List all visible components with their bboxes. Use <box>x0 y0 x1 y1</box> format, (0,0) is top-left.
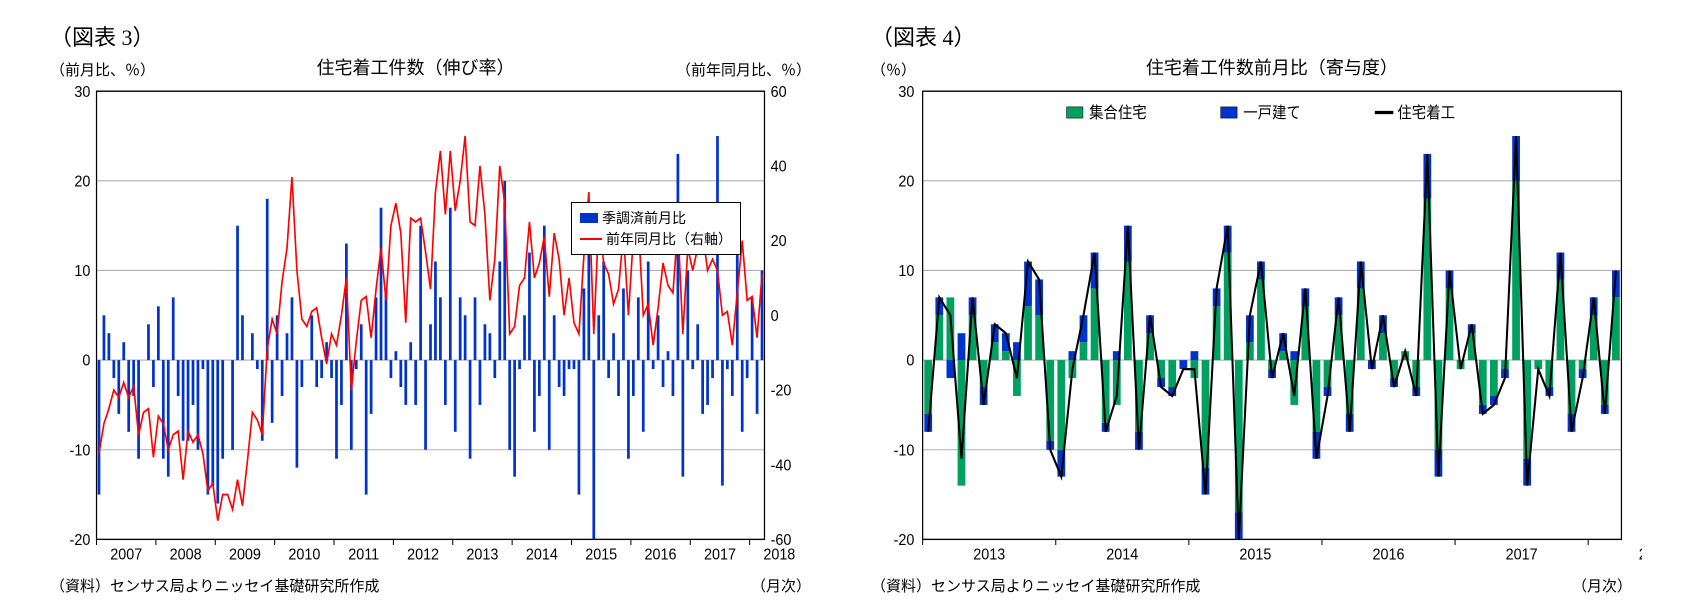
svg-text:30: 30 <box>74 83 90 101</box>
svg-text:40: 40 <box>771 158 787 176</box>
svg-text:集合住宅: 集合住宅 <box>1089 105 1147 123</box>
chart3-footer: （資料）センサス局よりニッセイ基礎研究所作成 （月次） <box>40 573 821 596</box>
svg-text:2014: 2014 <box>526 546 558 564</box>
svg-text:2018: 2018 <box>1639 546 1642 564</box>
chart3-svg: -20-100102030-60-40-20020406020072008200… <box>40 80 821 573</box>
svg-text:10: 10 <box>898 263 914 281</box>
svg-text:2010: 2010 <box>288 546 320 564</box>
svg-text:-10: -10 <box>894 442 915 460</box>
svg-text:-10: -10 <box>70 442 91 460</box>
svg-text:一戸建て: 一戸建て <box>1243 105 1301 123</box>
svg-text:20: 20 <box>898 173 914 191</box>
svg-text:-40: -40 <box>771 457 792 475</box>
svg-text:2007: 2007 <box>110 546 142 564</box>
chart3-source: （資料）センサス局よりニッセイ基礎研究所作成 <box>50 575 379 596</box>
chart4-unit-left: （％） <box>871 59 916 80</box>
chart4-plot-area: -20 -10 0 10 20 30 2013 2014 2015 2016 2017 2018 集合住… <box>861 80 1642 573</box>
svg-text:2012: 2012 <box>407 546 439 564</box>
chart4-title: 住宅着工件数前月比（寄与度） <box>916 54 1628 80</box>
svg-text:2016: 2016 <box>645 546 677 564</box>
svg-text:10: 10 <box>74 263 90 281</box>
chart4-xnote: （月次） <box>1572 575 1632 596</box>
svg-text:2015: 2015 <box>1239 546 1271 564</box>
svg-text:0: 0 <box>906 352 914 370</box>
svg-text:2008: 2008 <box>170 546 202 564</box>
svg-text:30: 30 <box>898 83 914 101</box>
svg-text:2018: 2018 <box>763 546 795 564</box>
svg-text:-20: -20 <box>894 531 915 549</box>
chart3-plot-area: -20-100102030-60-40-20020406020072008200… <box>40 80 821 573</box>
svg-text:2015: 2015 <box>585 546 617 564</box>
svg-text:-20: -20 <box>771 382 792 400</box>
chart4-panel: （図表 4） （％） 住宅着工件数前月比（寄与度） -20 -10 0 10 20 30 2… <box>861 20 1642 596</box>
chart3-header: （前月比、％） 住宅着工件数（伸び率） （前年同月比、％） <box>40 54 821 80</box>
svg-text:20: 20 <box>771 233 787 251</box>
chart3-unit-right: （前年同月比、％） <box>676 59 811 80</box>
svg-text:2017: 2017 <box>704 546 736 564</box>
chart4-header: （％） 住宅着工件数前月比（寄与度） <box>861 54 1642 80</box>
svg-text:2013: 2013 <box>466 546 498 564</box>
svg-text:0: 0 <box>82 352 90 370</box>
chart3-legend: 季調済前月比前年同月比（右軸） <box>571 202 741 255</box>
chart4-source: （資料）センサス局よりニッセイ基礎研究所作成 <box>871 575 1200 596</box>
svg-text:60: 60 <box>771 83 787 101</box>
svg-text:2017: 2017 <box>1506 546 1538 564</box>
svg-text:2014: 2014 <box>1106 546 1138 564</box>
svg-text:2013: 2013 <box>973 546 1005 564</box>
svg-text:2016: 2016 <box>1373 546 1405 564</box>
svg-text:2009: 2009 <box>229 546 261 564</box>
svg-text:住宅着工: 住宅着工 <box>1397 105 1455 123</box>
svg-text:0: 0 <box>771 307 779 325</box>
chart4-footer: （資料）センサス局よりニッセイ基礎研究所作成 （月次） <box>861 573 1642 596</box>
chart4-unit-right <box>1628 63 1632 80</box>
chart4-svg: -20 -10 0 10 20 30 2013 2014 2015 2016 2017 2018 集合住… <box>861 80 1642 573</box>
svg-text:-20: -20 <box>70 531 91 549</box>
chart3-unit-left: （前月比、％） <box>50 59 155 80</box>
chart3-title: 住宅着工件数（伸び率） <box>155 54 676 80</box>
svg-text:2011: 2011 <box>348 546 379 564</box>
chart3-panel: （図表 3） （前月比、％） 住宅着工件数（伸び率） （前年同月比、％） -20… <box>40 20 821 596</box>
chart3-figure-label: （図表 3） <box>40 20 821 52</box>
chart4-figure-label: （図表 4） <box>861 20 1642 52</box>
chart3-xnote: （月次） <box>751 575 811 596</box>
svg-text:20: 20 <box>74 173 90 191</box>
